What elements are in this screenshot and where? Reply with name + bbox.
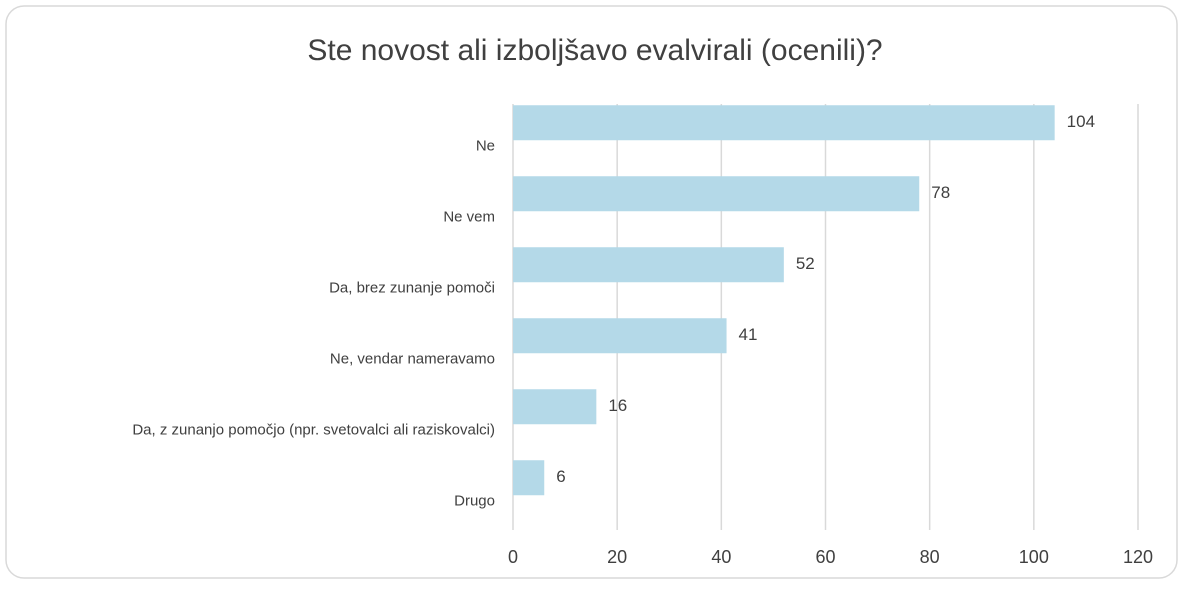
x-tick-label: 0 [508,547,518,567]
data-label: 104 [1067,112,1095,131]
x-tick-label: 40 [711,547,731,567]
bar [513,460,545,496]
x-tick-label: 60 [815,547,835,567]
bar [513,389,597,425]
bar [513,105,1055,141]
bar [513,176,920,212]
y-tick-label: Ne [476,138,495,155]
chart-title: Ste novost ali izboljšavo evalvirali (oc… [307,34,882,67]
y-tick-label: Drugo [454,493,495,510]
y-tick-label: Ne vem [443,209,495,226]
data-label: 52 [796,254,815,273]
data-label: 78 [931,183,950,202]
y-tick-label: Da, z zunanjo pomočjo (npr. svetovalci a… [132,422,495,439]
y-tick-label: Da, brez zunanje pomoči [329,280,495,297]
y-tick-label: Ne, vendar nameravamo [330,351,495,368]
x-tick-label: 100 [1019,547,1049,567]
x-tick-label: 80 [920,547,940,567]
x-tick-label: 120 [1123,547,1153,567]
bar [513,247,784,283]
data-label: 41 [739,325,758,344]
x-tick-label: 20 [607,547,627,567]
data-label: 16 [608,396,627,415]
chart-frame [5,5,1178,579]
bar [513,318,727,354]
data-label: 6 [556,467,565,486]
